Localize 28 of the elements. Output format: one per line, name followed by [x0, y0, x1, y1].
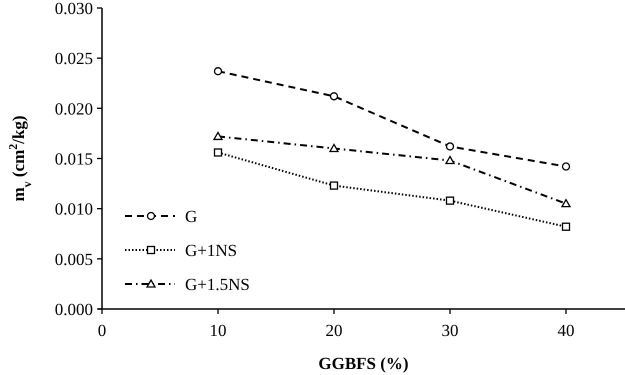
point	[214, 67, 222, 76]
x-tick-label: 0	[98, 321, 106, 340]
x-axis-title: GGBFS (%)	[318, 354, 409, 373]
point	[446, 196, 454, 205]
point	[446, 142, 454, 151]
x-tick-label: 30	[442, 321, 458, 340]
point	[562, 222, 570, 231]
point	[213, 132, 223, 140]
y-tick-label: 0.020	[54, 99, 93, 118]
y-tick-label: 0.015	[54, 149, 93, 168]
y-tick-label: 0.025	[54, 49, 93, 68]
legend-label: G+1.5NS	[185, 274, 250, 294]
point	[329, 144, 339, 152]
point	[561, 199, 571, 208]
x-tick-label: 20	[326, 321, 342, 340]
legend-label: G	[185, 206, 198, 226]
y-tick-label: 0.005	[54, 250, 93, 269]
y-tick-label: 0.000	[54, 300, 93, 319]
x-tick-label: 10	[210, 321, 226, 340]
y-tick-label: 0.010	[54, 200, 93, 219]
point	[330, 181, 338, 190]
point	[445, 156, 455, 164]
x-tick-label: 40	[558, 321, 574, 340]
point	[214, 148, 222, 157]
point	[330, 92, 338, 100]
point	[562, 162, 570, 171]
legend-label: G+1NS	[185, 240, 238, 260]
y-tick-label: 0.030	[54, 0, 93, 18]
